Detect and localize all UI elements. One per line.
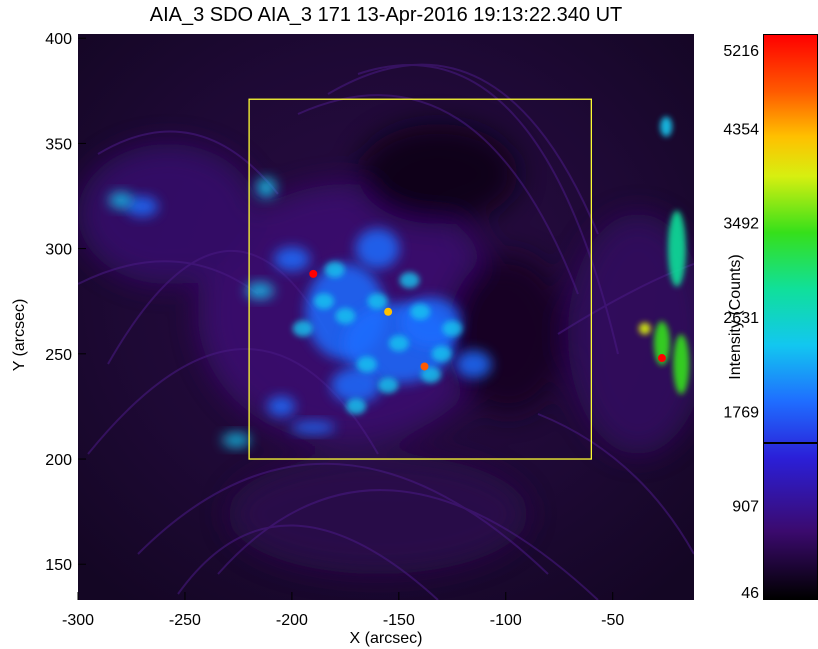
colorbar-tick-label: 1769	[723, 404, 759, 421]
emission-region	[355, 228, 400, 269]
emission-region	[245, 282, 274, 299]
solar-image-panel	[78, 34, 694, 600]
emission-kernel	[313, 293, 334, 310]
colorbar-tick-label: 3492	[723, 216, 759, 233]
emission-region	[273, 247, 310, 272]
y-tick-label: 300	[45, 242, 72, 259]
x-tick-label: -250	[169, 612, 201, 629]
x-axis-label: X (arcsec)	[350, 630, 423, 647]
y-tick-label: 150	[45, 557, 72, 574]
x-tick-label: -50	[601, 612, 624, 629]
emission-kernel	[420, 366, 441, 383]
bright-point	[384, 307, 393, 316]
colorbar-tick-label: 907	[732, 499, 759, 516]
emission-kernel	[346, 398, 367, 415]
emission-kernel	[324, 261, 345, 278]
colorbar	[763, 34, 818, 600]
limb-brightening	[638, 322, 651, 335]
colorbar-tick-label: 46	[741, 585, 759, 602]
emission-kernel	[442, 320, 463, 337]
colorbar-tick-label: 5216	[723, 43, 759, 60]
y-axis-label: Y (arcsec)	[11, 299, 28, 372]
emission-region	[108, 192, 133, 209]
colorbar-tick-label: 2631	[723, 310, 759, 327]
emission-kernel	[388, 335, 409, 352]
emission-kernel	[367, 293, 388, 310]
emission-region	[222, 433, 251, 448]
bright-point	[420, 362, 429, 371]
x-tick-label: -200	[276, 612, 308, 629]
region-of-interest-box	[248, 98, 592, 460]
emission-region	[267, 396, 296, 417]
colorbar-marker	[764, 441, 818, 444]
emission-kernel	[399, 272, 420, 289]
colorbar-gradient	[763, 34, 818, 600]
bright-point	[309, 269, 318, 278]
emission-kernel	[335, 307, 356, 324]
emission-kernel	[292, 320, 313, 337]
emission-region	[331, 367, 382, 404]
y-tick-label: 250	[45, 347, 72, 364]
x-tick-label: -150	[383, 612, 415, 629]
emission-kernel	[410, 303, 431, 320]
emission-kernel	[356, 356, 377, 373]
emission-kernel	[378, 377, 399, 394]
colorbar-tick-label: 4354	[723, 121, 759, 138]
chart-title: AIA_3 SDO AIA_3 171 13-Apr-2016 19:13:22…	[149, 4, 623, 26]
emission-region	[455, 350, 492, 379]
x-tick-label: -100	[490, 612, 522, 629]
limb-brightening	[673, 334, 690, 395]
colorbar-label: Intensity (Counts)	[727, 254, 744, 379]
emission-region	[126, 196, 159, 217]
y-tick-label: 400	[45, 31, 72, 48]
solar-image	[78, 34, 694, 600]
limb-brightening	[653, 321, 670, 366]
emission-region	[256, 177, 277, 198]
x-tick-label: -300	[62, 612, 94, 629]
limb-brightening	[660, 116, 673, 137]
bright-point	[657, 354, 666, 363]
emission-region	[291, 421, 336, 434]
limb-brightening	[667, 210, 686, 287]
y-tick-label: 350	[45, 136, 72, 153]
emission-kernel	[431, 345, 452, 362]
y-tick-label: 200	[45, 452, 72, 469]
